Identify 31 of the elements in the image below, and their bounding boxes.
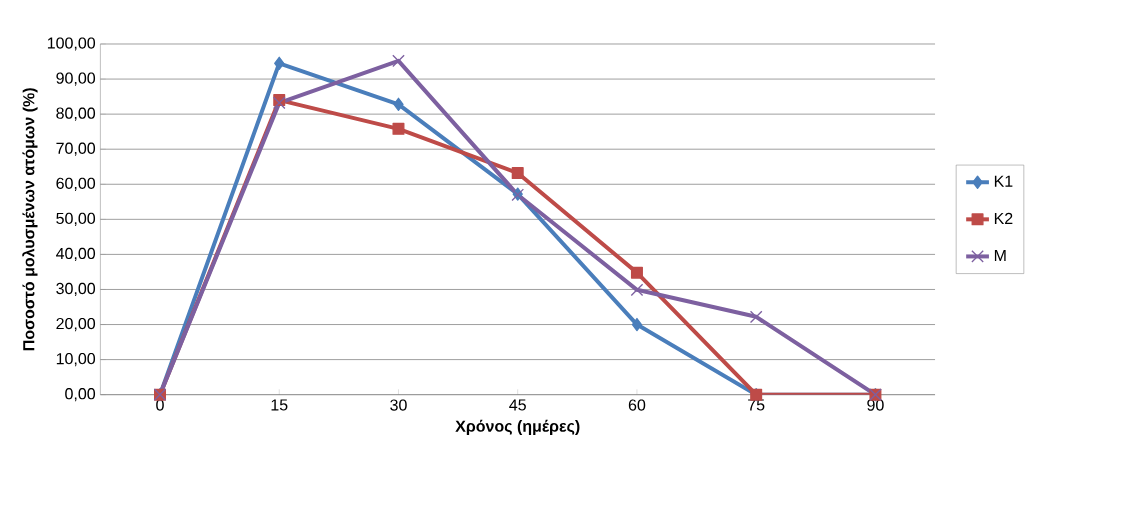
- legend-label: M: [994, 249, 1006, 261]
- point: [630, 283, 644, 297]
- y-axis-title: Ποσοστό μολυσμένων ατόμων (%): [22, 88, 38, 351]
- point: [511, 167, 524, 180]
- y-tick-label: 30,00: [56, 282, 96, 297]
- point: [631, 317, 643, 332]
- point: [630, 266, 643, 279]
- y-tick-label: 0,00: [65, 388, 96, 402]
- point: [393, 97, 404, 111]
- y-tick-label: 40,00: [56, 247, 96, 262]
- point: [392, 122, 405, 135]
- point: [274, 56, 285, 70]
- point: [392, 54, 405, 68]
- x-axis-title: Χρόνος (ημέρες): [455, 419, 580, 435]
- x-tick-label: 45: [509, 399, 526, 411]
- x-tick-label: 90: [867, 399, 884, 411]
- y-tick-label: 10,00: [56, 353, 96, 367]
- y-tick-label: 20,00: [56, 317, 96, 332]
- x-tick-label: 15: [271, 399, 288, 411]
- y-tick-label: 100,00: [47, 37, 96, 51]
- y-tick-label: 70,00: [56, 142, 96, 156]
- x-tick-label: 30: [390, 399, 407, 411]
- point: [749, 310, 763, 324]
- y-tick-label: 50,00: [56, 212, 96, 226]
- legend-label: K2: [994, 212, 1013, 224]
- x-tick-label: 0: [156, 399, 164, 411]
- y-tick-label: 80,00: [56, 107, 96, 121]
- y-tick-label: 60,00: [56, 177, 96, 191]
- legend-label: K1: [994, 175, 1013, 187]
- x-tick-label: 60: [628, 399, 646, 411]
- y-tick-label: 90,00: [56, 72, 96, 86]
